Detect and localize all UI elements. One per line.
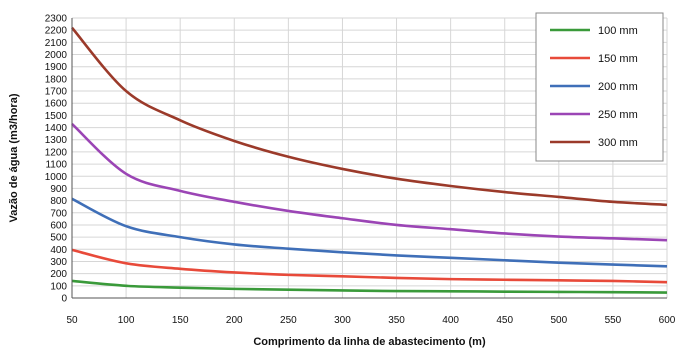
x-tick-label: 350 xyxy=(388,315,405,326)
y-tick-label: 700 xyxy=(50,208,67,219)
x-tick-label: 200 xyxy=(226,315,243,326)
legend-label: 300 mm xyxy=(598,137,638,149)
y-tick-label: 1100 xyxy=(45,160,67,171)
y-tick-label: 0 xyxy=(61,294,67,305)
y-tick-label: 1300 xyxy=(45,135,68,146)
y-tick-label: 900 xyxy=(50,184,67,195)
x-tick-label: 250 xyxy=(280,315,297,326)
y-tick-label: 600 xyxy=(50,220,67,231)
x-tick-label: 300 xyxy=(334,315,351,326)
x-tick-label: 150 xyxy=(172,315,189,326)
y-tick-label: 200 xyxy=(50,269,67,280)
x-tick-labels: 50 100 150 200 250 300 350 400 450 500 550 600 xyxy=(66,315,675,326)
y-axis-title: Vazão de água (m3/hora) xyxy=(8,93,20,222)
legend-label: 100 mm xyxy=(598,25,638,37)
x-tick-label: 550 xyxy=(605,315,622,326)
y-tick-label: 1000 xyxy=(45,172,68,183)
y-tick-label: 1200 xyxy=(45,147,68,158)
y-tick-label: 1600 xyxy=(45,99,68,110)
y-tick-label: 1400 xyxy=(45,123,68,134)
legend-label: 150 mm xyxy=(598,53,638,65)
legend-label: 250 mm xyxy=(598,109,638,121)
legend-label: 200 mm xyxy=(598,81,638,93)
y-tick-label: 2300 xyxy=(45,14,68,25)
y-tick-label: 2200 xyxy=(45,26,68,37)
series-line-5 xyxy=(71,26,668,207)
x-axis-title: Comprimento da linha de abastecimento (m… xyxy=(253,336,486,348)
y-tick-label: 1700 xyxy=(45,87,68,98)
y-tick-label: 800 xyxy=(50,196,67,207)
series-line-4 xyxy=(71,122,668,242)
y-tick-label: 2100 xyxy=(45,38,68,49)
legend: 100 mm 150 mm 200 mm 250 mm 300 mm xyxy=(535,12,664,162)
y-tick-label: 1800 xyxy=(45,74,68,85)
series-line-1 xyxy=(71,279,668,294)
x-tick-label: 100 xyxy=(118,315,135,326)
y-tick-label: 300 xyxy=(50,257,67,268)
x-tick-label: 500 xyxy=(550,315,567,326)
series-line-3 xyxy=(71,197,668,268)
y-tick-label: 1900 xyxy=(45,62,68,73)
x-tick-label: 50 xyxy=(66,315,78,326)
y-tick-label: 100 xyxy=(50,281,67,292)
x-tick-label: 450 xyxy=(496,315,513,326)
x-tick-label: 600 xyxy=(659,315,676,326)
series-line-2 xyxy=(71,248,668,284)
y-tick-label: 1500 xyxy=(45,111,68,122)
y-tick-label: 500 xyxy=(50,233,67,244)
x-tick-label: 400 xyxy=(442,315,459,326)
y-tick-label: 400 xyxy=(50,245,67,256)
y-tick-label: 2000 xyxy=(45,50,68,61)
series-lines xyxy=(71,26,668,294)
